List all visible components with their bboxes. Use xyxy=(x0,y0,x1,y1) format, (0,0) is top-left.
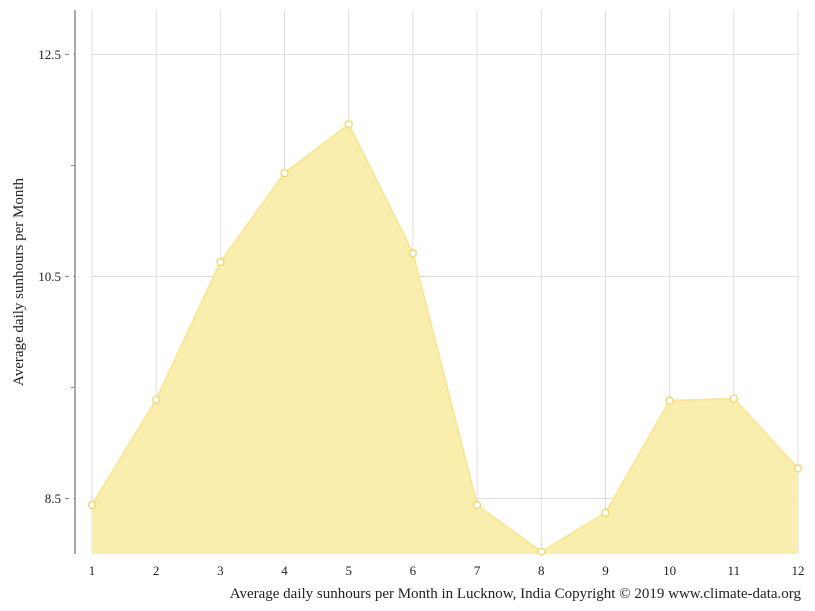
data-point xyxy=(729,394,738,403)
chart-caption: Average daily sunhours per Month in Luck… xyxy=(230,586,802,602)
data-point xyxy=(537,547,546,556)
x-tick-label: 9 xyxy=(602,563,609,578)
data-point xyxy=(665,396,674,405)
y-axis-title: Average daily sunhours per Month xyxy=(11,178,27,387)
data-point xyxy=(601,508,610,518)
x-tick-label: 12 xyxy=(792,563,805,578)
area-layer xyxy=(91,123,799,555)
data-point xyxy=(87,501,97,510)
data-point xyxy=(408,249,418,258)
x-tick-label: 5 xyxy=(345,563,352,578)
data-markers xyxy=(87,120,803,556)
x-tick-label: 6 xyxy=(410,563,417,578)
y-tick-label: 8.5 xyxy=(45,491,61,506)
x-tick-label: 11 xyxy=(728,563,741,578)
area-fill xyxy=(92,124,798,555)
data-point xyxy=(216,257,225,267)
axes xyxy=(65,10,76,554)
tick-labels: 8.510.512.51 2 3 4 5 6 7 8 9 10 11 12 xyxy=(38,47,804,578)
x-tick-label: 4 xyxy=(281,563,288,578)
series-line xyxy=(91,123,799,553)
data-point xyxy=(280,169,289,178)
x-tick-label: 7 xyxy=(474,563,481,578)
data-point xyxy=(152,395,161,404)
data-point xyxy=(472,501,482,510)
x-tick-label: 1 xyxy=(89,563,96,578)
x-tick-label: 8 xyxy=(538,563,545,578)
y-tick-label: 12.5 xyxy=(38,47,61,62)
data-point xyxy=(344,120,353,129)
data-point xyxy=(793,464,803,473)
x-tick-label: 2 xyxy=(153,563,160,578)
y-tick-label: 10.5 xyxy=(38,269,61,284)
x-tick-label: 3 xyxy=(217,563,224,578)
x-tick-label: 10 xyxy=(663,563,676,578)
